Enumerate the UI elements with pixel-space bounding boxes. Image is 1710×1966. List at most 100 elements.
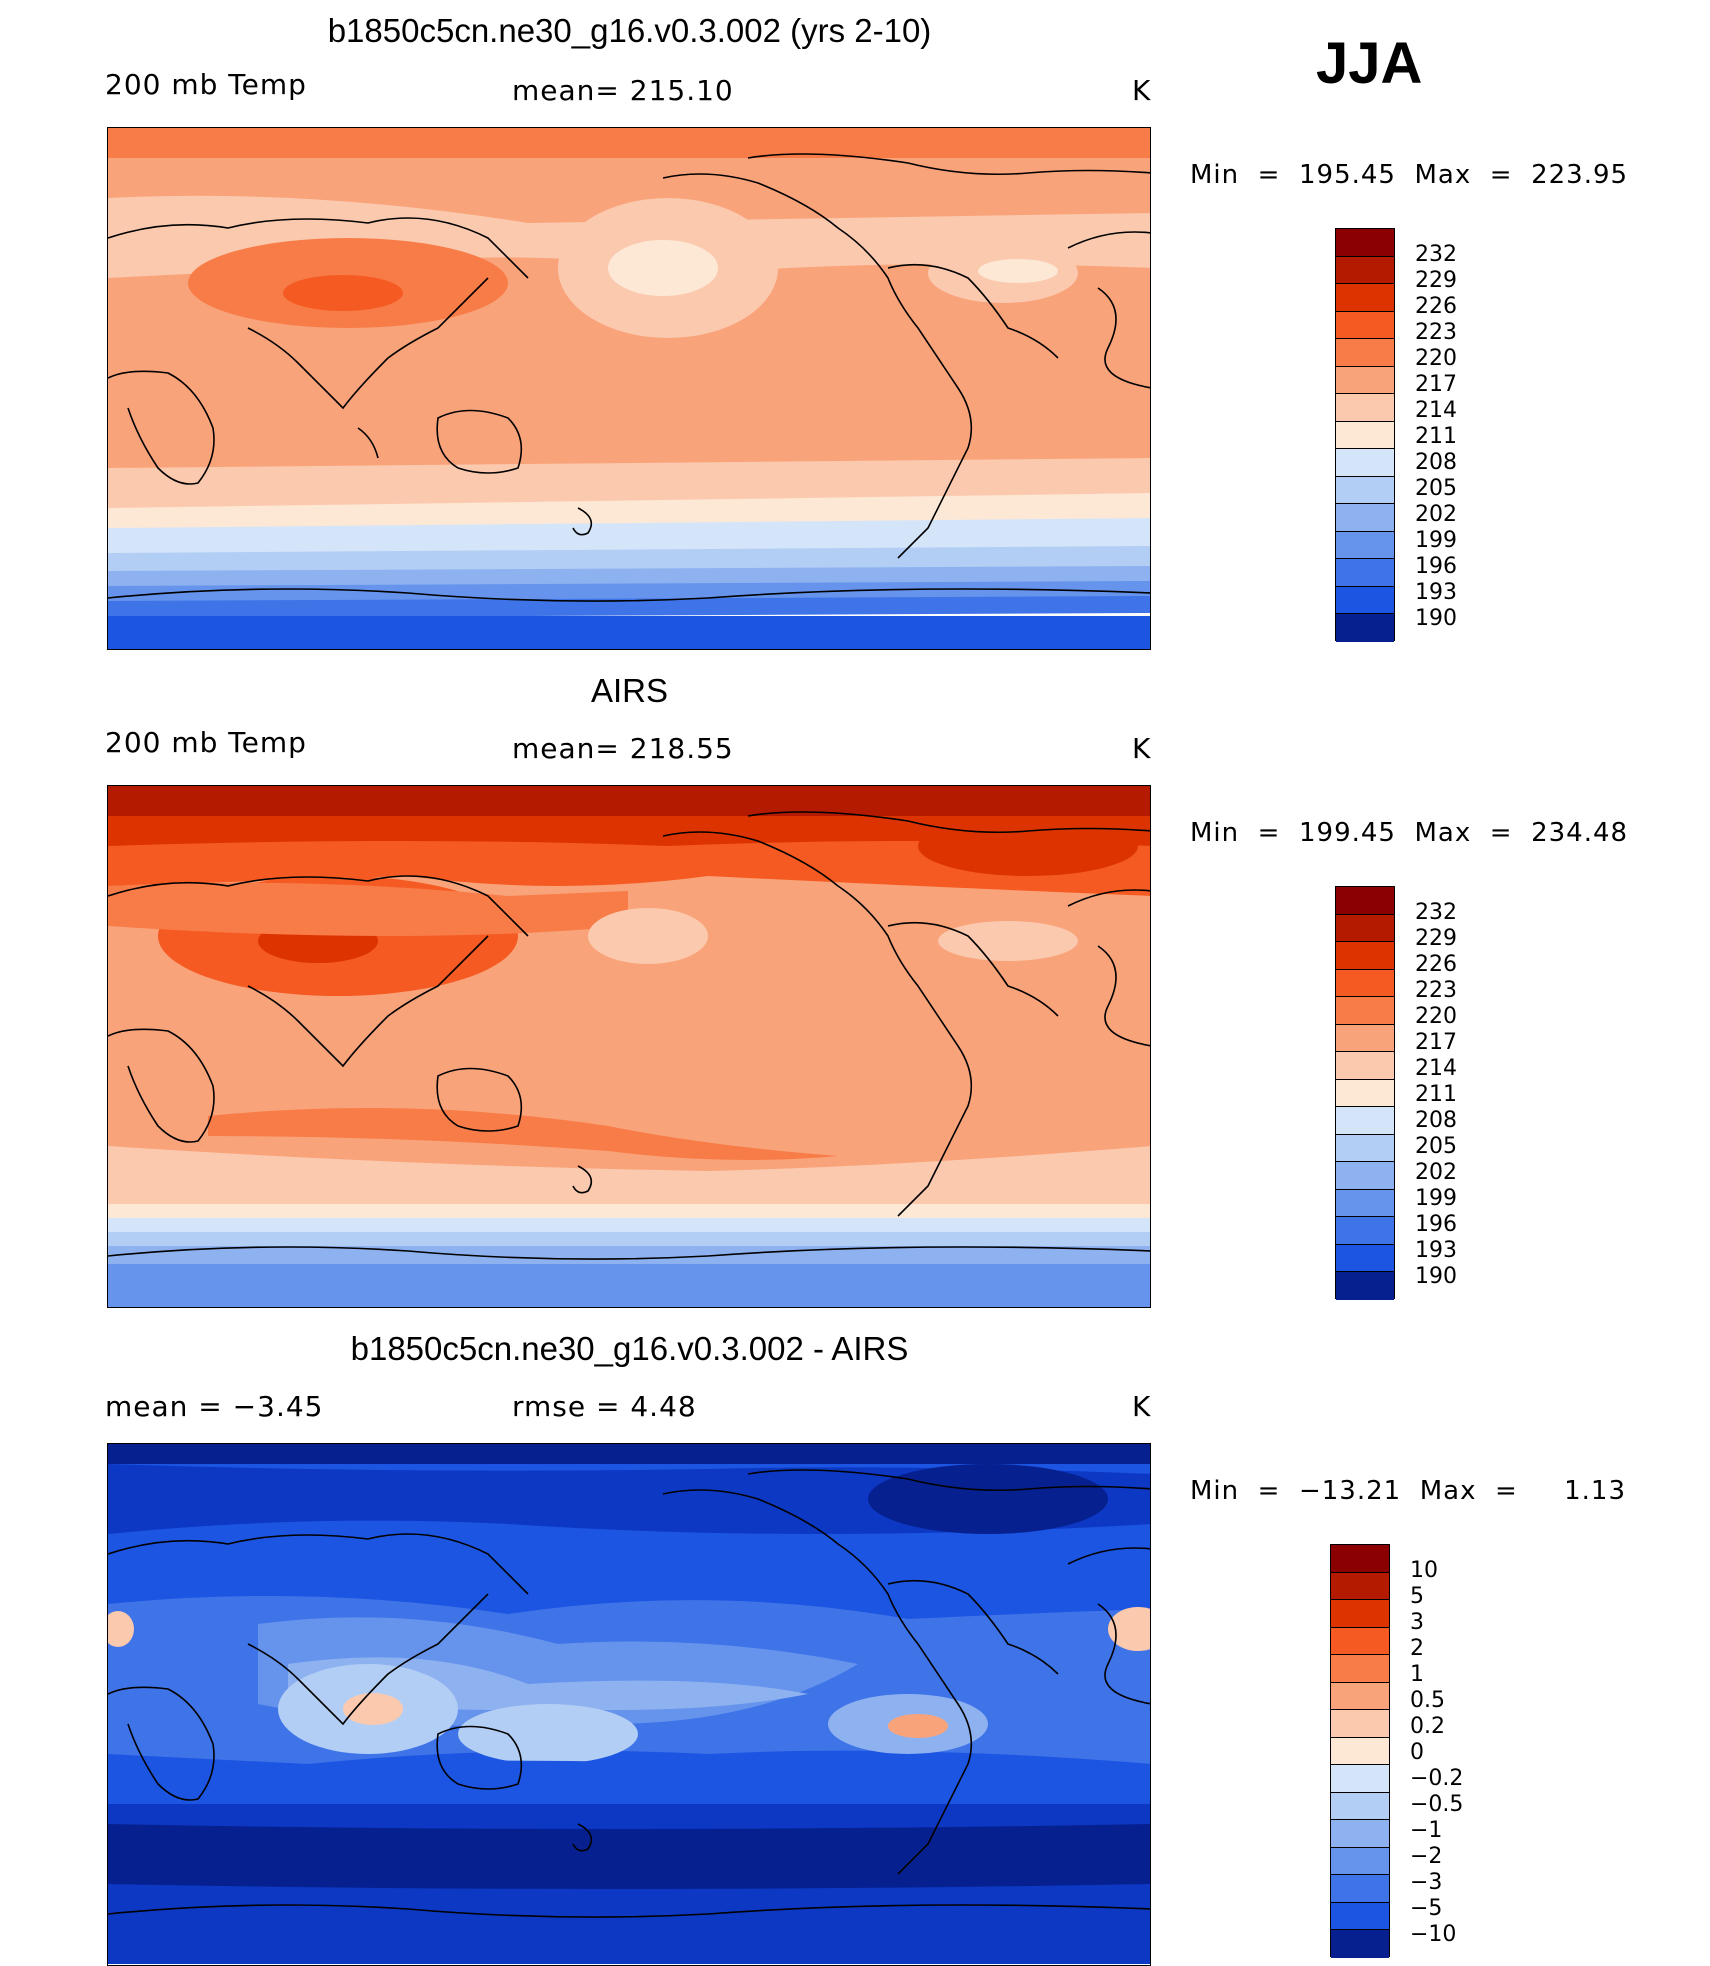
panel-2-colorbar-swatch	[1336, 1244, 1394, 1272]
panel-2-colorbar-swatch	[1336, 1272, 1394, 1300]
panel-2-colorbar-label: 211	[1415, 1082, 1457, 1107]
panel-2-colorbar-swatch	[1336, 1079, 1394, 1107]
panel-2-colorbar-label: 190	[1415, 1264, 1457, 1289]
panel-2-colorbar-label: 202	[1415, 1160, 1457, 1185]
panel-2-colorbar-label: 199	[1415, 1186, 1457, 1211]
panel-2-colorbar-swatch	[1336, 887, 1394, 915]
panel-1-colorbar-label: 217	[1415, 372, 1457, 397]
panel-1-colorbar-swatch	[1336, 311, 1394, 339]
panel-3-colorbar-swatch	[1331, 1710, 1389, 1738]
panel-1-colorbar-label: 205	[1415, 476, 1457, 501]
panel-2-colorbar-swatch	[1336, 1189, 1394, 1217]
panel-3-colorbar-swatch	[1331, 1765, 1389, 1793]
panel-2-colorbar-swatch	[1336, 1162, 1394, 1190]
panel-1-colorbar-swatch	[1336, 476, 1394, 504]
panel-1-colorbar-label: 214	[1415, 398, 1457, 423]
panel-1-colorbar-label: 223	[1415, 320, 1457, 345]
panel-1-colorbar-swatch	[1336, 284, 1394, 312]
panel-1-colorbar-label: 229	[1415, 268, 1457, 293]
panel-3-colorbar-swatch	[1331, 1572, 1389, 1600]
panel-1-title: b1850c5cn.ne30_g16.v0.3.002 (yrs 2-10)	[327, 12, 932, 49]
panel-1-colorbar-label: 196	[1415, 554, 1457, 579]
panel-3-rmse-label: rmse = 4.48	[512, 1390, 697, 1423]
panel-3-units-label: K	[1132, 1390, 1152, 1423]
panel-1-variable-label: 200 mb Temp	[105, 68, 307, 101]
panel-3-colorbar-swatch	[1331, 1737, 1389, 1765]
season-label: JJA	[1316, 31, 1423, 96]
panel-1-colorbar-label: 211	[1415, 424, 1457, 449]
panel-2-colorbar-label: 220	[1415, 1004, 1457, 1029]
panel-3-colorbar-label: −10	[1410, 1922, 1457, 1947]
panel-3-colorbar-swatch	[1331, 1902, 1389, 1930]
panel-3-title: b1850c5cn.ne30_g16.v0.3.002 - AIRS	[350, 1330, 909, 1367]
panel-3-colorbar-swatch	[1331, 1655, 1389, 1683]
panel-1-colorbar-swatch	[1336, 394, 1394, 422]
panel-3-colorbar-label: 3	[1410, 1610, 1424, 1635]
panel-2-colorbar-swatch	[1336, 914, 1394, 942]
panel-1-colorbar-label: 208	[1415, 450, 1457, 475]
panel-3-colorbar-swatch	[1331, 1847, 1389, 1875]
panel-1-colorbar-swatch	[1336, 449, 1394, 477]
panel-1-colorbar-swatch	[1336, 586, 1394, 614]
panel-2-colorbar-label: 205	[1415, 1134, 1457, 1159]
panel-1-minmax: Min = 195.45 Max = 223.95	[1190, 160, 1629, 190]
panel-3-colorbar-label: 10	[1410, 1558, 1438, 1583]
panel-2-minmax: Min = 199.45 Max = 234.48	[1190, 818, 1629, 848]
panel-2-colorbar-swatch	[1336, 1024, 1394, 1052]
panel-1-colorbar-swatch	[1336, 614, 1394, 642]
panel-3-colorbar-label: −2	[1410, 1844, 1443, 1869]
panel-1-colorbar-swatch	[1336, 229, 1394, 257]
panel-2-colorbar-swatch	[1336, 969, 1394, 997]
panel-1-colorbar-label: 199	[1415, 528, 1457, 553]
panel-2-colorbar-swatch	[1336, 942, 1394, 970]
panel-2-colorbar-swatch	[1336, 1107, 1394, 1135]
panel-3-colorbar-label: 0	[1410, 1740, 1424, 1765]
panel-2-colorbar-label: 223	[1415, 978, 1457, 1003]
panel-3-colorbar-swatch	[1331, 1545, 1389, 1573]
panel-2-mean-label: mean= 218.55	[512, 732, 734, 765]
panel-3-colorbar-label: −1	[1410, 1818, 1443, 1843]
panel-3-colorbar-label: −5	[1410, 1896, 1443, 1921]
panel-1-map	[107, 127, 1151, 650]
panel-3-colorbar-label: 1	[1410, 1662, 1424, 1687]
panel-2-map	[107, 785, 1151, 1308]
panel-3-colorbar-swatch	[1331, 1792, 1389, 1820]
panel-3-colorbar-label: −3	[1410, 1870, 1443, 1895]
panel-2-colorbar-swatch	[1336, 997, 1394, 1025]
panel-2-colorbar-label: 217	[1415, 1030, 1457, 1055]
panel-3-colorbar-swatch	[1331, 1600, 1389, 1628]
panel-2-colorbar-label: 193	[1415, 1238, 1457, 1263]
panel-3-colorbar-label: −0.5	[1410, 1792, 1464, 1817]
panel-3-colorbar-label: −0.2	[1410, 1766, 1464, 1791]
panel-2-colorbar-swatch	[1336, 1134, 1394, 1162]
panel-2-colorbar-label: 208	[1415, 1108, 1457, 1133]
panel-3-colorbar-label: 5	[1410, 1584, 1424, 1609]
panel-1-colorbar-label: 220	[1415, 346, 1457, 371]
panel-2-colorbar-label: 214	[1415, 1056, 1457, 1081]
panel-1-colorbar-swatch	[1336, 531, 1394, 559]
panel-3-mean-label: mean = −3.45	[105, 1390, 324, 1423]
panel-2-colorbar-label: 226	[1415, 952, 1457, 977]
panel-1-colorbar-label: 202	[1415, 502, 1457, 527]
panel-2-variable-label: 200 mb Temp	[105, 726, 307, 759]
panel-1-colorbar-label: 226	[1415, 294, 1457, 319]
panel-3-colorbar-swatch	[1331, 1627, 1389, 1655]
panel-1-colorbar-swatch	[1336, 559, 1394, 587]
panel-3-colorbar-swatch	[1331, 1930, 1389, 1958]
panel-1-colorbar-swatch	[1336, 339, 1394, 367]
panel-3-colorbar-label: 2	[1410, 1636, 1424, 1661]
panel-3-colorbar-swatch	[1331, 1875, 1389, 1903]
panel-3-map	[107, 1443, 1151, 1966]
panel-1-colorbar-label: 190	[1415, 606, 1457, 631]
panel-2-colorbar-label: 196	[1415, 1212, 1457, 1237]
panel-1-mean-label: mean= 215.10	[512, 74, 734, 107]
panel-3-colorbar-label: 0.5	[1410, 1688, 1445, 1713]
panel-2-colorbar-swatch	[1336, 1052, 1394, 1080]
panel-1-colorbar-swatch	[1336, 366, 1394, 394]
panel-2-title: AIRS	[590, 672, 669, 709]
panel-1-colorbar-swatch	[1336, 256, 1394, 284]
panel-1-units-label: K	[1132, 74, 1152, 107]
panel-2-colorbar-label: 229	[1415, 926, 1457, 951]
panel-3-minmax: Min = −13.21 Max = 1.13	[1190, 1476, 1627, 1506]
panel-1-colorbar-label: 193	[1415, 580, 1457, 605]
